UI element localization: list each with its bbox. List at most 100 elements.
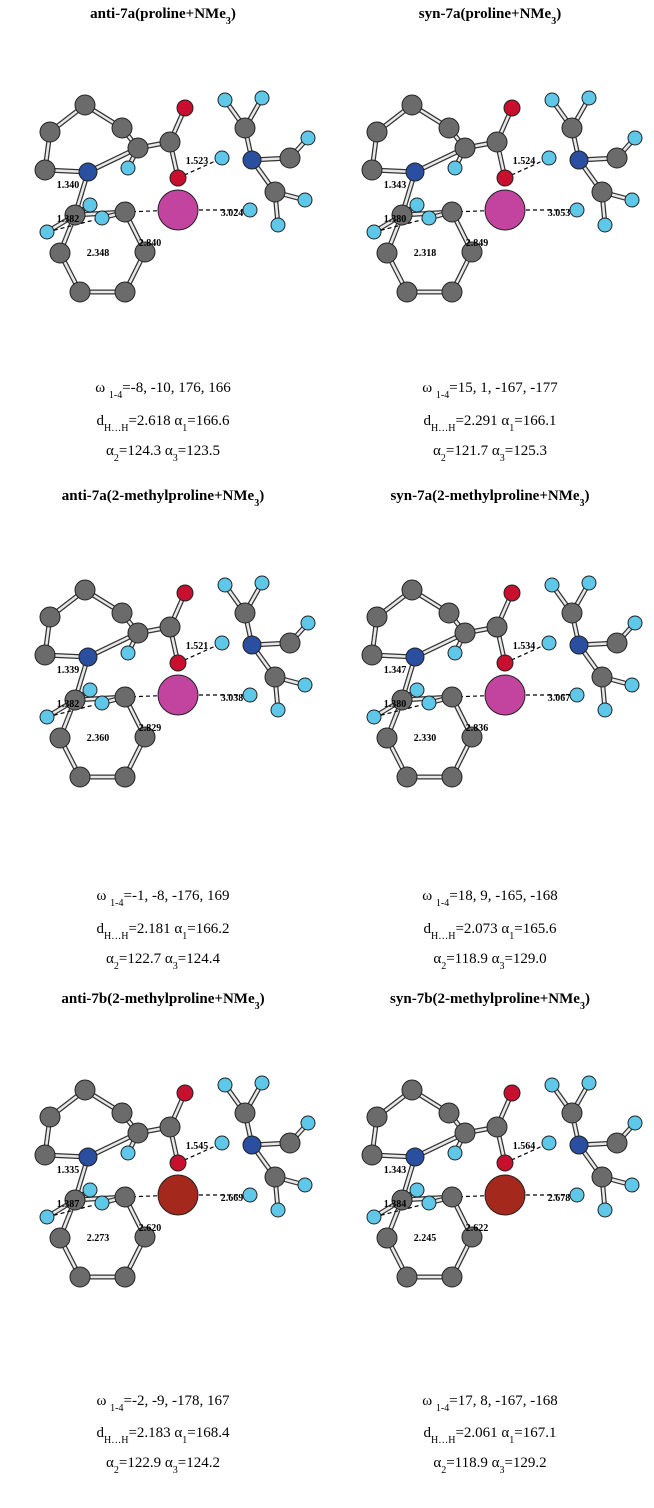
text-run: ω (422, 380, 436, 396)
atom (121, 161, 135, 175)
atom (298, 193, 312, 207)
atom (70, 767, 90, 787)
distance-label: 2.622 (466, 1223, 489, 1234)
atom (570, 636, 588, 654)
atom (70, 282, 90, 302)
panel-title: syn-7a(proline+NMe3) (419, 6, 561, 27)
atom (35, 645, 55, 665)
atom (280, 633, 300, 653)
atom (367, 225, 381, 239)
caption-line: α2=118.9 α3=129.0 (433, 951, 546, 972)
atom (79, 1148, 97, 1166)
atom (607, 633, 627, 653)
text-run: syn-7a(2-methylproline+NMe (390, 488, 579, 504)
atom (50, 1228, 70, 1248)
atom (75, 95, 95, 115)
atom (504, 100, 520, 116)
distance-label: 2.836 (466, 723, 489, 734)
atom (377, 728, 397, 748)
atom (115, 687, 135, 707)
atom (40, 1210, 54, 1224)
subscript: H…H (104, 1435, 128, 1446)
caption-line: dH…H=2.291 α1=166.1 (424, 413, 557, 434)
atom (83, 1183, 97, 1197)
caption-line: dH…H=2.183 α1=168.4 (97, 1425, 230, 1446)
distance-label: 2.348 (87, 248, 110, 259)
atom (235, 603, 255, 623)
text-run: =123.5 (178, 443, 220, 459)
atom (115, 1267, 135, 1287)
atom (218, 93, 232, 107)
subscript: H…H (104, 931, 128, 942)
atom (406, 163, 424, 181)
caption-line: α2=124.3 α3=123.5 (106, 443, 220, 464)
text-run: ) (556, 6, 561, 22)
subscript: 1-4 (110, 898, 123, 909)
atom (542, 151, 556, 165)
distance-label: 1.380 (384, 699, 407, 710)
atom (442, 1267, 462, 1287)
atom (160, 1117, 180, 1137)
caption-line: ω 1-4=18, 9, -165, -168 (422, 888, 557, 909)
atom (218, 578, 232, 592)
atom (442, 767, 462, 787)
metal-atom (485, 190, 525, 230)
atom (243, 151, 261, 169)
atom (402, 1080, 422, 1100)
molecule: 1.3351.3872.2732.6201.5452.669 (35, 1076, 315, 1287)
atom (271, 703, 285, 717)
subscript: H…H (104, 423, 128, 434)
atom (628, 1116, 642, 1130)
distance-label: 1.335 (57, 1165, 80, 1176)
subscript: H…H (431, 423, 455, 434)
distance-label: 1.382 (57, 699, 80, 710)
distance-label: 2.330 (414, 733, 437, 744)
text-run: =129.0 (504, 951, 546, 967)
atom (83, 198, 97, 212)
text-run: =118.9 α (446, 951, 499, 967)
atom (592, 182, 612, 202)
metal-atom (485, 1175, 525, 1215)
atom (115, 202, 135, 222)
atom (422, 211, 436, 225)
atom (598, 703, 612, 717)
text-run: =166.6 (187, 413, 230, 429)
panel-title: syn-7b(2-methylproline+NMe3) (390, 991, 590, 1012)
subscript: 1-4 (436, 898, 449, 909)
atom (265, 182, 285, 202)
atom (570, 151, 588, 169)
distance-label: 3.038 (221, 693, 244, 704)
atom (280, 148, 300, 168)
text-run: anti-7b(2-methylproline+NMe (61, 991, 255, 1007)
distance-label: 1.339 (57, 665, 80, 676)
distance-label: 2.273 (87, 1233, 110, 1244)
text-run: =129.2 (504, 1455, 546, 1471)
distance-label: 2.840 (139, 238, 162, 249)
atom (545, 93, 559, 107)
panel-title: anti-7b(2-methylproline+NMe3) (61, 991, 264, 1012)
atom (397, 1267, 417, 1287)
text-run: =166.1 (514, 413, 556, 429)
atom (367, 1210, 381, 1224)
atom (160, 132, 180, 152)
atom (215, 1136, 229, 1150)
atom (177, 1085, 193, 1101)
atom (367, 607, 387, 627)
text-run: =2.618 α (128, 413, 182, 429)
atom (570, 203, 584, 217)
atom (367, 122, 387, 142)
atom (442, 1187, 462, 1207)
atom (439, 118, 459, 138)
distance-label: 1.387 (57, 1199, 80, 1210)
distance-label: 1.523 (186, 156, 209, 167)
atom (128, 138, 148, 158)
atom (112, 1103, 132, 1123)
caption-line: ω 1-4=15, 1, -167, -177 (422, 380, 558, 401)
text-run: =124.2 (178, 1455, 220, 1471)
atom (542, 1136, 556, 1150)
text-run: =2.181 α (128, 921, 182, 937)
atom (406, 648, 424, 666)
distance-label: 1.524 (513, 156, 536, 167)
distance-label: 2.849 (466, 238, 489, 249)
